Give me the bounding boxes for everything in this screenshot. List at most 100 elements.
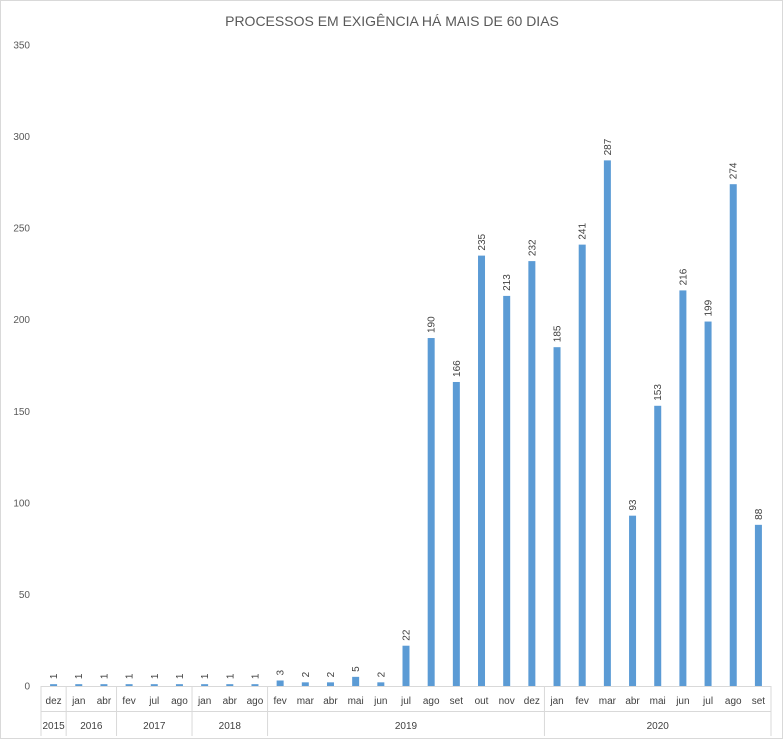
- data-label: 1: [175, 673, 186, 679]
- bar: [251, 684, 259, 686]
- data-label: 216: [678, 268, 689, 285]
- x-tick-label: jan: [71, 696, 85, 707]
- y-tick-label: 250: [13, 224, 30, 235]
- bar: [226, 684, 234, 686]
- x-tick-label: abr: [97, 696, 112, 707]
- bars: [50, 160, 762, 686]
- bar: [754, 524, 762, 686]
- x-tick-label: jul: [400, 696, 411, 707]
- bar: [478, 255, 486, 686]
- year-label: 2020: [647, 721, 670, 732]
- data-label: 1: [200, 673, 211, 679]
- bar: [326, 682, 334, 686]
- x-tick-label: mai: [348, 696, 364, 707]
- bar: [377, 682, 385, 686]
- bar: [301, 682, 309, 686]
- x-tick-label: mai: [650, 696, 666, 707]
- x-tick-label: jul: [702, 696, 713, 707]
- x-axis: dez jan abr fev jul ago jan abr ago fev mar abr mai j…: [40, 686, 772, 736]
- data-label: 88: [754, 508, 765, 520]
- y-tick-label: 200: [13, 315, 30, 326]
- y-tick-label: 150: [13, 407, 30, 418]
- x-tick-label: jan: [549, 696, 563, 707]
- data-label: 185: [553, 325, 564, 342]
- x-tick-label: set: [752, 696, 766, 707]
- bar: [402, 645, 410, 686]
- data-labels: 1 1 1 1 1 1 1 1 13 2 25222190166235213232185241287…: [49, 138, 765, 679]
- x-tick-label: ago: [423, 696, 440, 707]
- x-tick-label: dez: [524, 696, 540, 707]
- data-label: 1: [150, 673, 161, 679]
- bar: [704, 321, 712, 686]
- bar: [603, 160, 611, 686]
- year-label: 2019: [395, 721, 418, 732]
- year-label: 2015: [42, 721, 65, 732]
- bar: [452, 381, 460, 686]
- data-label: 3: [276, 670, 287, 676]
- x-tick-label: jul: [148, 696, 159, 707]
- y-axis: 0 50 100 150 200 250 300 350: [13, 41, 30, 693]
- y-tick-label: 100: [13, 498, 30, 509]
- bar: [276, 680, 284, 686]
- bar: [503, 295, 511, 686]
- y-tick-label: 350: [13, 41, 30, 52]
- bar: [50, 684, 58, 686]
- chart-title: PROCESSOS EM EXIGÊNCIA HÁ MAIS DE 60 DIA…: [225, 13, 559, 29]
- bar: [201, 684, 209, 686]
- x-tick-label: ago: [171, 696, 188, 707]
- x-tick-label: ago: [725, 696, 742, 707]
- data-label: 22: [402, 629, 413, 641]
- bar: [528, 261, 536, 686]
- x-tick-label: jan: [197, 696, 211, 707]
- x-tick-label: mar: [599, 696, 617, 707]
- x-tick-label: nov: [499, 696, 515, 707]
- data-label: 2: [376, 671, 387, 677]
- year-label: 2018: [219, 721, 242, 732]
- x-tick-label: ago: [247, 696, 264, 707]
- bar: [578, 244, 586, 686]
- data-label: 274: [729, 162, 740, 179]
- bar: [75, 684, 83, 686]
- year-label: 2016: [80, 721, 103, 732]
- bar: [679, 290, 687, 686]
- data-label: 2: [301, 671, 312, 677]
- x-tick-label: dez: [46, 696, 62, 707]
- data-label: 241: [578, 223, 589, 240]
- data-label: 1: [49, 673, 60, 679]
- y-tick-label: 0: [24, 682, 30, 693]
- x-tick-label: jun: [675, 696, 689, 707]
- x-tick-label: fev: [122, 696, 135, 707]
- x-tick-label: abr: [323, 696, 338, 707]
- data-label: 1: [74, 673, 85, 679]
- y-tick-label: 300: [13, 132, 30, 143]
- data-label: 2: [326, 671, 337, 677]
- x-tick-label: abr: [625, 696, 640, 707]
- bar: [125, 684, 133, 686]
- data-label: 1: [225, 673, 236, 679]
- x-tick-label: abr: [223, 696, 238, 707]
- data-label: 5: [351, 666, 362, 672]
- bar: [654, 405, 662, 686]
- x-tick-label: out: [475, 696, 489, 707]
- bar: [352, 676, 360, 686]
- bar: [553, 347, 561, 686]
- data-label: 153: [653, 384, 664, 401]
- data-label: 93: [628, 499, 639, 511]
- bar: [150, 684, 158, 686]
- year-label: 2017: [143, 721, 166, 732]
- x-tick-label: jun: [373, 696, 387, 707]
- data-label: 1: [250, 673, 261, 679]
- data-label: 1: [99, 673, 110, 679]
- bar: [175, 684, 183, 686]
- bar: [100, 684, 108, 686]
- x-tick-label: mar: [297, 696, 315, 707]
- x-tick-label: fev: [576, 696, 589, 707]
- bar: [629, 515, 637, 686]
- data-label: 190: [427, 316, 438, 333]
- data-label: 166: [452, 360, 463, 377]
- bar: [729, 184, 737, 686]
- data-label: 287: [603, 138, 614, 155]
- x-tick-label: set: [450, 696, 464, 707]
